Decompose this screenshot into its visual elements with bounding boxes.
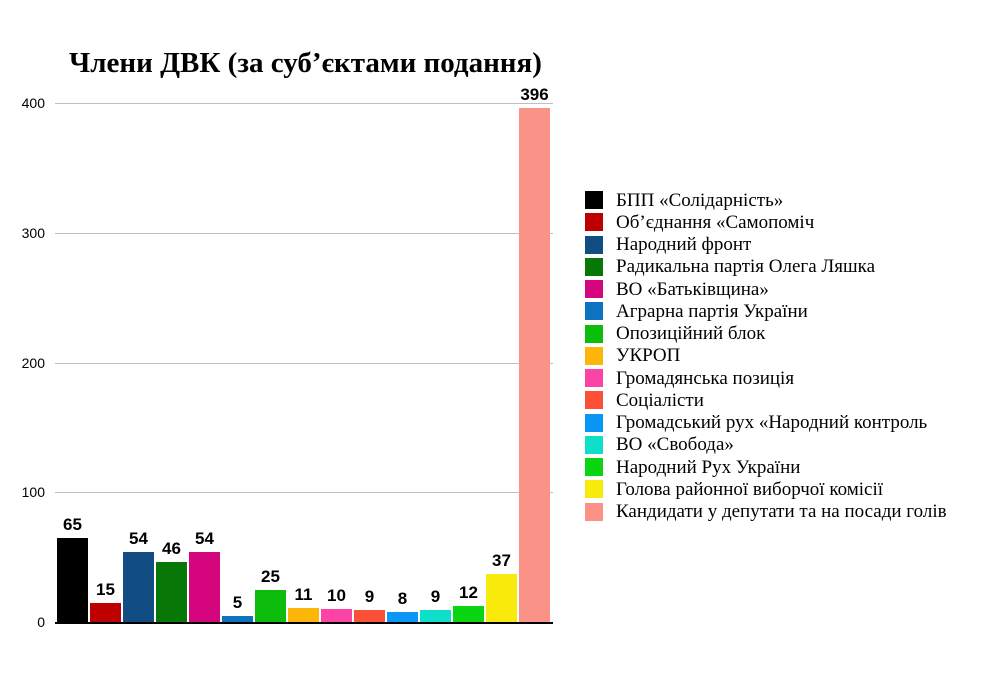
- legend-swatch: [585, 458, 603, 477]
- legend-swatch: [585, 302, 603, 321]
- legend-label: Об’єднання «Самопоміч: [616, 211, 815, 233]
- legend-swatch: [585, 280, 603, 299]
- bar: [486, 574, 517, 622]
- legend-swatch: [585, 435, 603, 454]
- legend-label: ВО «Свобода»: [616, 434, 734, 456]
- plot-area: 65 15 54 46 54 5 25 11 10 9 8 9 12 37 396: [55, 85, 553, 624]
- legend-label: Радикальна партія Олега Ляшка: [616, 256, 876, 278]
- legend-item: ВО «Свобода»: [585, 434, 947, 456]
- y-axis-tick-label: 100: [21, 484, 45, 501]
- y-axis-tick-label: 0: [37, 614, 45, 630]
- legend-label: Голова районної виборчої комісії: [616, 478, 884, 500]
- y-axis-tick-label: 400: [21, 95, 45, 111]
- bar-value-label: 15: [96, 579, 115, 599]
- legend-label: Народний Рух України: [616, 456, 801, 478]
- legend-item: Народний Рух України: [585, 456, 947, 478]
- legend-item: Кандидати у депутати та на посади голів: [585, 501, 947, 523]
- bar: [222, 615, 253, 622]
- bar-value-label: 25: [261, 566, 280, 586]
- bar: [156, 562, 187, 622]
- legend-label: УКРОП: [616, 345, 681, 367]
- bar-value-label: 9: [430, 587, 441, 607]
- bar: [255, 589, 286, 622]
- legend-swatch: [585, 502, 603, 521]
- bar-value-label: 12: [459, 583, 478, 603]
- bar: [387, 611, 418, 622]
- bar-value-label: 37: [492, 551, 511, 570]
- legend-swatch: [585, 324, 603, 343]
- bar: [288, 607, 319, 622]
- bar: [189, 551, 220, 622]
- legend-swatch: [585, 346, 603, 365]
- bar: [354, 610, 385, 622]
- legend-label: Опозиційний блок: [616, 323, 766, 345]
- legend-label: Аграрна партія України: [616, 300, 808, 322]
- bar-value-label: 8: [397, 588, 408, 608]
- legend-swatch: [585, 369, 603, 388]
- bar-value-label: 10: [327, 586, 346, 606]
- bar: [420, 610, 451, 622]
- bar-value-label: 396: [520, 85, 549, 105]
- legend-label: Громадський рух «Народний контроль: [616, 412, 928, 434]
- bar: [453, 606, 484, 622]
- legend-item: Об’єднання «Самопоміч: [585, 211, 947, 233]
- legend: БПП «Солідарність» Об’єднання «Самопоміч Н…: [585, 189, 947, 523]
- legend-item: ВО «Батьківщина»: [585, 278, 947, 300]
- bar-value-label: 54: [195, 528, 214, 548]
- legend-item: Соціалісти: [585, 389, 947, 411]
- legend-swatch: [585, 213, 603, 232]
- legend-item: Радикальна партія Олега Ляшка: [585, 256, 947, 278]
- legend-item: БПП «Солідарність»: [585, 189, 947, 211]
- gridline-100: [55, 492, 553, 494]
- legend-swatch: [585, 413, 603, 432]
- legend-item: Голова районної виборчої комісії: [585, 478, 947, 500]
- bar-value-label: 46: [162, 539, 181, 559]
- legend-swatch: [585, 191, 603, 210]
- legend-label: Кандидати у депутати та на посади голів: [616, 501, 947, 523]
- bar-value-label: 54: [129, 528, 148, 548]
- gridline-300: [55, 232, 553, 234]
- legend-label: Народний фронт: [616, 234, 752, 256]
- bar-value-label: 11: [294, 584, 313, 604]
- legend-item: Громадянська позиція: [585, 367, 947, 389]
- gridline-200: [55, 362, 553, 364]
- bar: [123, 551, 154, 622]
- y-axis-tick-label: 200: [21, 354, 45, 371]
- y-axis-tick-label: 300: [21, 224, 45, 241]
- legend-swatch: [585, 235, 603, 254]
- legend-label: БПП «Солідарність»: [616, 189, 784, 211]
- bar: [90, 602, 121, 622]
- legend-item: Громадський рух «Народний контроль: [585, 412, 947, 434]
- legend-swatch: [585, 480, 603, 499]
- bar-value-label: 9: [364, 587, 375, 607]
- bar: [519, 108, 550, 622]
- legend-swatch: [585, 257, 603, 276]
- bar-value-label: 5: [232, 592, 243, 612]
- bar: [321, 609, 352, 622]
- bar-value-label: 65: [63, 514, 82, 534]
- bar: [57, 537, 88, 622]
- legend-item: УКРОП: [585, 345, 947, 367]
- gridline-400: [55, 103, 553, 104]
- legend-item: Аграрна партія України: [585, 300, 947, 322]
- legend-item: Опозиційний блок: [585, 323, 947, 345]
- legend-label: Громадянська позиція: [616, 367, 795, 389]
- legend-item: Народний фронт: [585, 234, 947, 256]
- legend-label: ВО «Батьківщина»: [616, 278, 769, 300]
- chart-title: Члени ДВК (за суб’єктами подання): [69, 47, 542, 79]
- legend-label: Соціалісти: [616, 389, 704, 411]
- legend-swatch: [585, 391, 603, 410]
